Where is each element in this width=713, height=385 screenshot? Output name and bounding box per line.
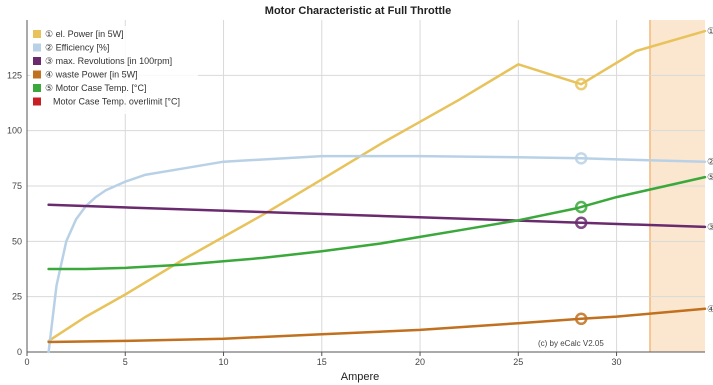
- series-line-3: [47, 203, 707, 229]
- legend-entry-1: ① el. Power [in 5W]: [45, 29, 124, 39]
- y-tick-label: 50: [12, 236, 22, 246]
- legend-box: [30, 26, 198, 114]
- y-tick-label: 125: [7, 70, 22, 80]
- x-tick-label: 25: [513, 357, 523, 367]
- legend: ① el. Power [in 5W] ② Efficiency [%] ③ max…: [30, 26, 198, 114]
- legend-swatch-1: [33, 30, 41, 38]
- series-line-4: [47, 307, 707, 344]
- series-marker-2: [574, 152, 588, 165]
- series-marker-3: [574, 216, 588, 230]
- legend-swatch-6: [33, 97, 41, 106]
- legend-entry-5: ⑤ Motor Case Temp. [°C]: [45, 83, 147, 93]
- y-tick-label: 0: [17, 347, 22, 357]
- credit-text: (c) by eCalc V2.05: [538, 339, 604, 348]
- legend-entry-3: ③ max. Revolutions [in 100rpm]: [45, 56, 172, 66]
- x-tick-label: 5: [123, 357, 128, 367]
- series-end-label-1: ①: [707, 26, 713, 36]
- series-line-1: [47, 29, 707, 343]
- series-line-2: [47, 154, 707, 354]
- series-end-label-2: ②: [707, 157, 713, 167]
- series-line-5: [47, 175, 707, 271]
- legend-swatch-3: [33, 57, 41, 65]
- y-tick-label: 100: [7, 126, 22, 136]
- y-tick-label: 75: [12, 181, 22, 191]
- x-axis-label: Ampere: [341, 371, 380, 383]
- x-tick-label: 15: [317, 357, 327, 367]
- legend-swatch-4: [33, 70, 41, 79]
- legend-entry-4: ④ waste Power [in 5W]: [45, 70, 138, 80]
- legend-entry-2: ② Efficiency [%]: [45, 43, 109, 53]
- legend-swatch-2: [33, 43, 41, 52]
- series-lines: [47, 29, 707, 354]
- x-tick-label: 0: [24, 357, 29, 367]
- series-marker-5: [574, 200, 588, 214]
- x-tick-label: 30: [612, 357, 622, 367]
- series-end-label-3: ③: [707, 222, 713, 232]
- legend-swatch-5: [33, 84, 41, 92]
- series-end-label-5: ⑤: [707, 172, 713, 182]
- x-tick-label: 10: [219, 357, 229, 367]
- x-tick-label: 20: [415, 357, 425, 367]
- series-end-label-4: ④: [707, 304, 713, 314]
- series-marker-4: [574, 312, 588, 326]
- series-markers: ① ② ③ ④ ⑤: [574, 26, 713, 326]
- axes: 0 25 50 75 100 125 0 5 10 15 20 25 30: [7, 20, 705, 367]
- series-marker-1: [574, 77, 588, 91]
- y-tick-label: 25: [12, 292, 22, 302]
- chart-title: Motor Characteristic at Full Throttle: [265, 5, 451, 17]
- legend-entry-6: Motor Case Temp. overlimit [°C]: [53, 97, 180, 107]
